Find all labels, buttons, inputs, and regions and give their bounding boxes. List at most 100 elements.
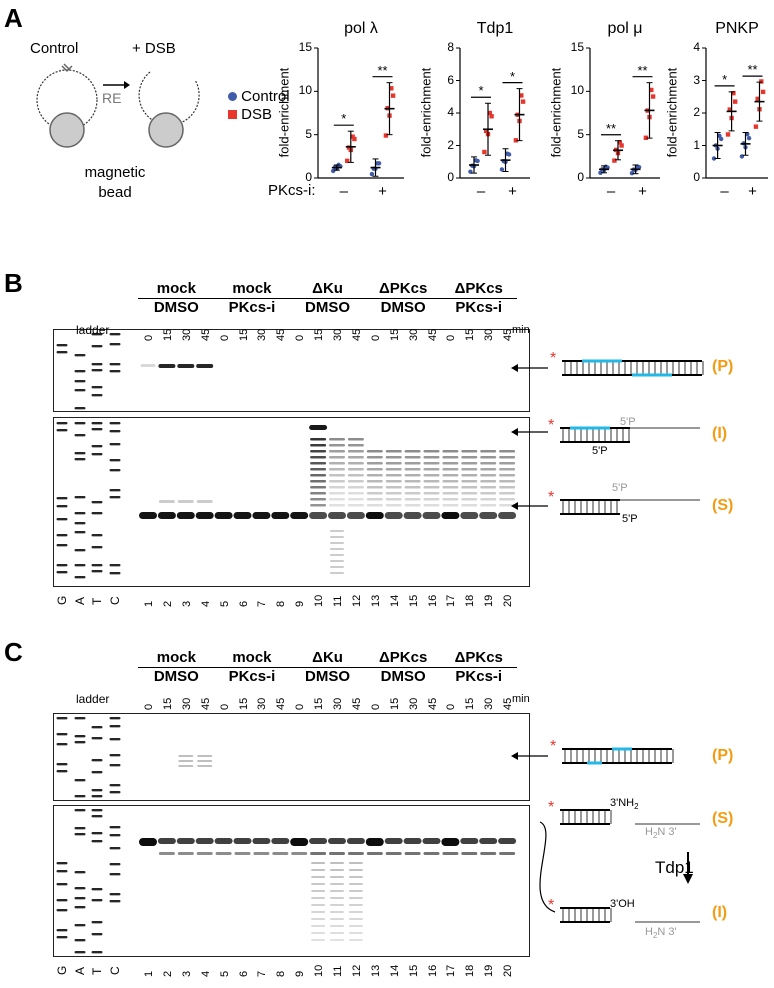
- ladder-int-b-20-8: [499, 498, 516, 501]
- smear-c-12-0: [348, 862, 363, 864]
- ladder-band-b2-1: [74, 452, 86, 455]
- ladder-int-b-11-8: [329, 486, 345, 489]
- ladder-band-b1-2: [91, 333, 103, 336]
- ladder-band-c1-3: [109, 738, 121, 741]
- lane-number-c-19: 20: [502, 964, 515, 977]
- smear-b-11-3: [330, 548, 344, 550]
- ladder-int-b-12-10: [347, 498, 364, 501]
- group-line1: mock: [156, 280, 196, 297]
- ladder-int-b-10-2: [310, 450, 327, 453]
- ladder-int-b-19-1: [480, 456, 497, 459]
- lane-number-c-7: 8: [275, 970, 288, 977]
- point-0-0-1-4: [352, 136, 357, 142]
- band-c-s-8: [271, 838, 290, 844]
- band-c-s-17: [441, 838, 460, 846]
- smear-c-11-9: [330, 925, 344, 927]
- ladder-band-c1-1: [74, 717, 86, 720]
- smear-c-12-9: [348, 925, 363, 927]
- ladder-band-c1-2: [91, 789, 103, 792]
- band-c-i-10: [310, 852, 327, 855]
- point-3-1-1-0: [753, 124, 759, 129]
- timepoint-b-1-1: 15: [237, 328, 250, 341]
- ladder-band-b1-1: [74, 354, 86, 357]
- ladder-int-b-18-0: [461, 450, 478, 453]
- timepoint-c-3-2: 30: [407, 697, 420, 710]
- point-0-1-0-4: [376, 161, 382, 166]
- band-c-s-3: [176, 838, 195, 844]
- gel-b-bottom: [53, 417, 530, 587]
- band-c-i-9: [291, 852, 308, 855]
- ladder-band-b2-2: [91, 534, 103, 537]
- ladder-band-c1-2: [91, 737, 103, 740]
- ladder-band-b1-3: [109, 343, 121, 346]
- pkcs-label: PKcs-i:: [268, 182, 316, 199]
- group-line2: DMSO: [289, 298, 366, 317]
- lane-number-b-10: 11: [332, 595, 344, 607]
- ladder-band-c2-2: [91, 921, 103, 924]
- lane-number-c-8: 9: [294, 970, 307, 977]
- dna-c-p-star: *: [550, 738, 556, 755]
- ladder-int-b-12-4: [347, 462, 364, 465]
- x-tick-0-0: –: [339, 183, 348, 200]
- band-c-s-12: [346, 838, 365, 844]
- y-tick-label-2-0: 0: [577, 170, 584, 184]
- y-tick-label-0-0: 0: [305, 170, 312, 184]
- lane-number-c-16: 17: [445, 964, 458, 977]
- ladder-band-c2-1: [74, 897, 86, 900]
- smear-c-12-10: [348, 932, 363, 934]
- ladder-int-b-15-1: [404, 456, 421, 459]
- band-c-i-11: [329, 852, 345, 855]
- timepoint-b-3-3: 45: [426, 328, 439, 341]
- band-c-i-13: [366, 852, 383, 855]
- band-c-s-20: [498, 838, 517, 844]
- band-c-p-4-1: [197, 760, 213, 762]
- ladder-band-c1-3: [109, 717, 121, 720]
- lane-number-b-8: 9: [294, 600, 307, 607]
- ladder-band-c2-1: [74, 887, 86, 890]
- band-b-s-16: [422, 512, 441, 519]
- smear-b-11-2: [330, 542, 344, 544]
- ladder-int-b-14-9: [385, 504, 402, 507]
- min-label-c: min: [512, 693, 530, 705]
- band-b-s-11: [328, 512, 346, 519]
- y-label-0: fold-enrichment: [276, 67, 292, 158]
- ladder-band-b2-1: [74, 512, 86, 515]
- ladder-band-b1-1: [74, 370, 86, 373]
- ladder-band-c2-0: [56, 909, 68, 912]
- ladder-band-b2-1: [74, 522, 86, 525]
- ladder-band-b1-2: [91, 345, 103, 348]
- ladder-int-b-18-4: [461, 474, 478, 477]
- point-1-1-0-0: [499, 167, 505, 172]
- ladder-int-b-19-3: [480, 468, 497, 471]
- ladder-band-b2-3: [109, 564, 121, 567]
- ladder-int-b-13-5: [366, 480, 383, 483]
- point-3-1-0-3: [745, 132, 750, 137]
- y-tick-label-2-1: 5: [577, 126, 584, 141]
- ladder-band-b2-1: [74, 549, 86, 552]
- ladder-int-b-19-9: [480, 504, 497, 507]
- ladder-band-b2-2: [91, 501, 103, 504]
- ladder-int-b-10-3: [310, 456, 327, 459]
- point-3-0-0-3: [717, 133, 722, 138]
- group-line2: DMSO: [289, 667, 366, 686]
- ladder-int-b-12-2: [347, 450, 364, 453]
- ladder-lane-b-3: C: [108, 596, 122, 605]
- ladder-int-b-12-1: [347, 444, 364, 447]
- y-tick-label-1-2: 4: [447, 105, 454, 119]
- ladder-int-b-15-9: [404, 504, 421, 507]
- ladder-int-b-15-0: [404, 450, 421, 453]
- point-3-0-1-1: [727, 107, 732, 112]
- ladder-band-c2-1: [74, 827, 86, 830]
- five-p-b2: 5'P: [622, 513, 638, 525]
- smear-c-10-10: [311, 932, 326, 934]
- ladder-int-b-11-2: [329, 450, 345, 453]
- ladder-int-b-17-5: [442, 480, 459, 483]
- smear-c-10-5: [311, 897, 326, 899]
- ladder-int-b-13-4: [366, 474, 383, 477]
- ladder-band-b2-0: [56, 505, 68, 508]
- smear-c-11-5: [330, 897, 344, 899]
- tdp1-label: Tdp1: [655, 858, 694, 877]
- band-c-s-4: [195, 838, 214, 844]
- lane-number-b-18: 19: [483, 594, 496, 607]
- arrow-c-p-head: [511, 752, 518, 760]
